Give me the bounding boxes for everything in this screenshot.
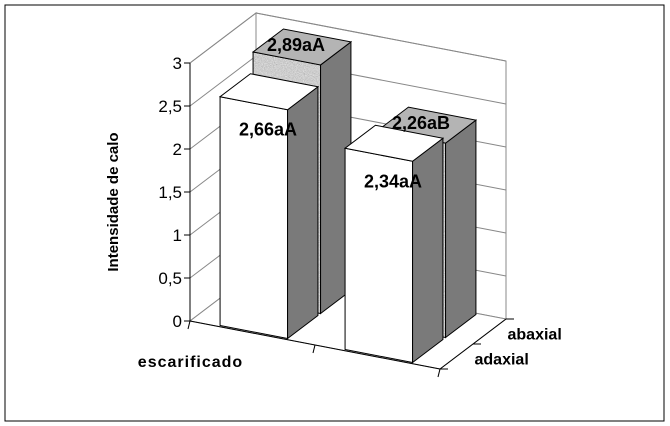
bar-adaxial xyxy=(343,124,445,364)
data-label: 2,26aB xyxy=(392,113,450,133)
gridline xyxy=(189,12,507,64)
x-tick-mark xyxy=(437,368,441,378)
y-tick-label: 2 xyxy=(173,140,182,159)
data-label: 2,66aA xyxy=(239,120,297,140)
bar-top-face xyxy=(218,73,320,111)
axes: 0 0,5 1 1,5 2 2,5 3 escarificado adaxial abaxial xyxy=(138,54,562,378)
bars xyxy=(218,28,478,364)
x-tick-mark xyxy=(312,344,316,354)
bar-top-face xyxy=(251,28,353,66)
y-tick-label: 0,5 xyxy=(158,269,182,288)
bar-top-face xyxy=(343,124,445,162)
depth-category-label: abaxial xyxy=(508,327,562,344)
y-tick-label: 1 xyxy=(173,226,182,245)
y-axis-label: Intensidade de calo xyxy=(105,132,122,271)
x-tick-mark xyxy=(187,320,191,330)
depth-category-label: adaxial xyxy=(475,352,529,369)
y-tick-label: 0 xyxy=(173,312,182,331)
bar-adaxial xyxy=(218,73,320,340)
y-tick-label: 1,5 xyxy=(158,183,182,202)
data-label: 2,89aA xyxy=(267,35,325,55)
data-label: 2,34aA xyxy=(364,171,422,191)
x-category-label: escarificado xyxy=(138,354,243,371)
labels: 2,89aA 2,26aB 2,66aA 2,34aA xyxy=(239,35,450,191)
y-tick-label: 3 xyxy=(173,54,182,73)
y-tick-label: 2,5 xyxy=(158,97,182,116)
bar-side-face xyxy=(445,119,477,339)
